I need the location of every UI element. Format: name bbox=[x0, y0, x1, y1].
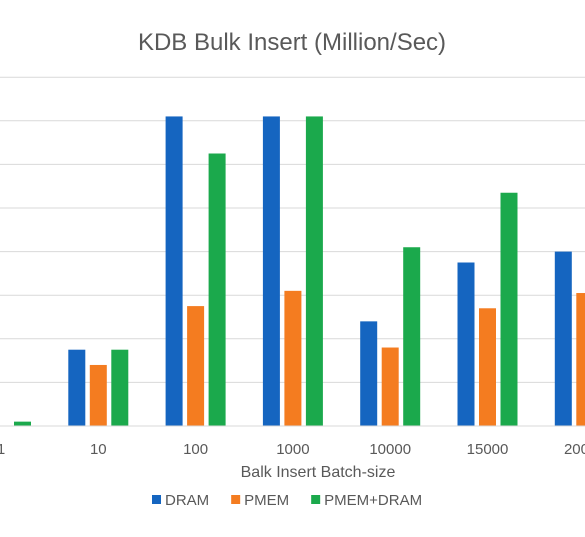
x-tick-label: 15000 bbox=[467, 441, 509, 458]
bar-dram-15000 bbox=[457, 262, 475, 426]
bar-pmem-10000 bbox=[381, 347, 399, 426]
bar-pmem-20000 bbox=[576, 293, 585, 426]
x-tick-labels: 1 10 100 1000 10000 15000 20000 bbox=[0, 441, 585, 458]
x-tick-label: 100 bbox=[183, 441, 208, 458]
legend-swatch-pmem bbox=[231, 495, 241, 504]
x-axis-title: Balk Insert Batch-size bbox=[241, 464, 396, 481]
legend: DRAM PMEM PMEM+DRAM bbox=[152, 492, 422, 509]
bar-pmem-dram-10000 bbox=[403, 247, 421, 426]
bar-dram-1000 bbox=[262, 116, 280, 426]
bar-dram-20000 bbox=[554, 251, 572, 426]
bar-pmem-dram-100 bbox=[208, 153, 226, 426]
x-tick-label: 20000 bbox=[564, 441, 585, 458]
bar-pmem-dram-1000 bbox=[305, 116, 323, 426]
bars bbox=[14, 116, 585, 426]
x-tick-label: 10 bbox=[90, 441, 107, 458]
x-tick-label: 10000 bbox=[369, 441, 411, 458]
legend-label-pmem-dram: PMEM+DRAM bbox=[324, 492, 422, 509]
x-tick-label: 1000 bbox=[276, 441, 309, 458]
bar-pmem-10 bbox=[89, 364, 107, 426]
legend-label-dram: DRAM bbox=[165, 492, 209, 509]
legend-swatch-dram bbox=[152, 495, 161, 504]
chart-title: KDB Bulk Insert (Million/Sec) bbox=[138, 29, 446, 56]
bar-dram-10000 bbox=[360, 321, 378, 426]
legend-swatch-pmem-dram bbox=[311, 495, 321, 504]
bar-dram-100 bbox=[165, 116, 183, 426]
bar-pmem-1000 bbox=[284, 290, 302, 426]
bar-pmem-dram-10 bbox=[111, 349, 129, 426]
bar-pmem-15000 bbox=[479, 308, 496, 426]
legend-label-pmem: PMEM bbox=[244, 492, 289, 509]
x-tick-label: 1 bbox=[0, 441, 5, 458]
bar-pmem-100 bbox=[187, 306, 205, 426]
bar-pmem-dram-15000 bbox=[500, 192, 518, 426]
bar-pmem-dram-1 bbox=[14, 421, 31, 426]
bar-dram-10 bbox=[68, 349, 86, 426]
